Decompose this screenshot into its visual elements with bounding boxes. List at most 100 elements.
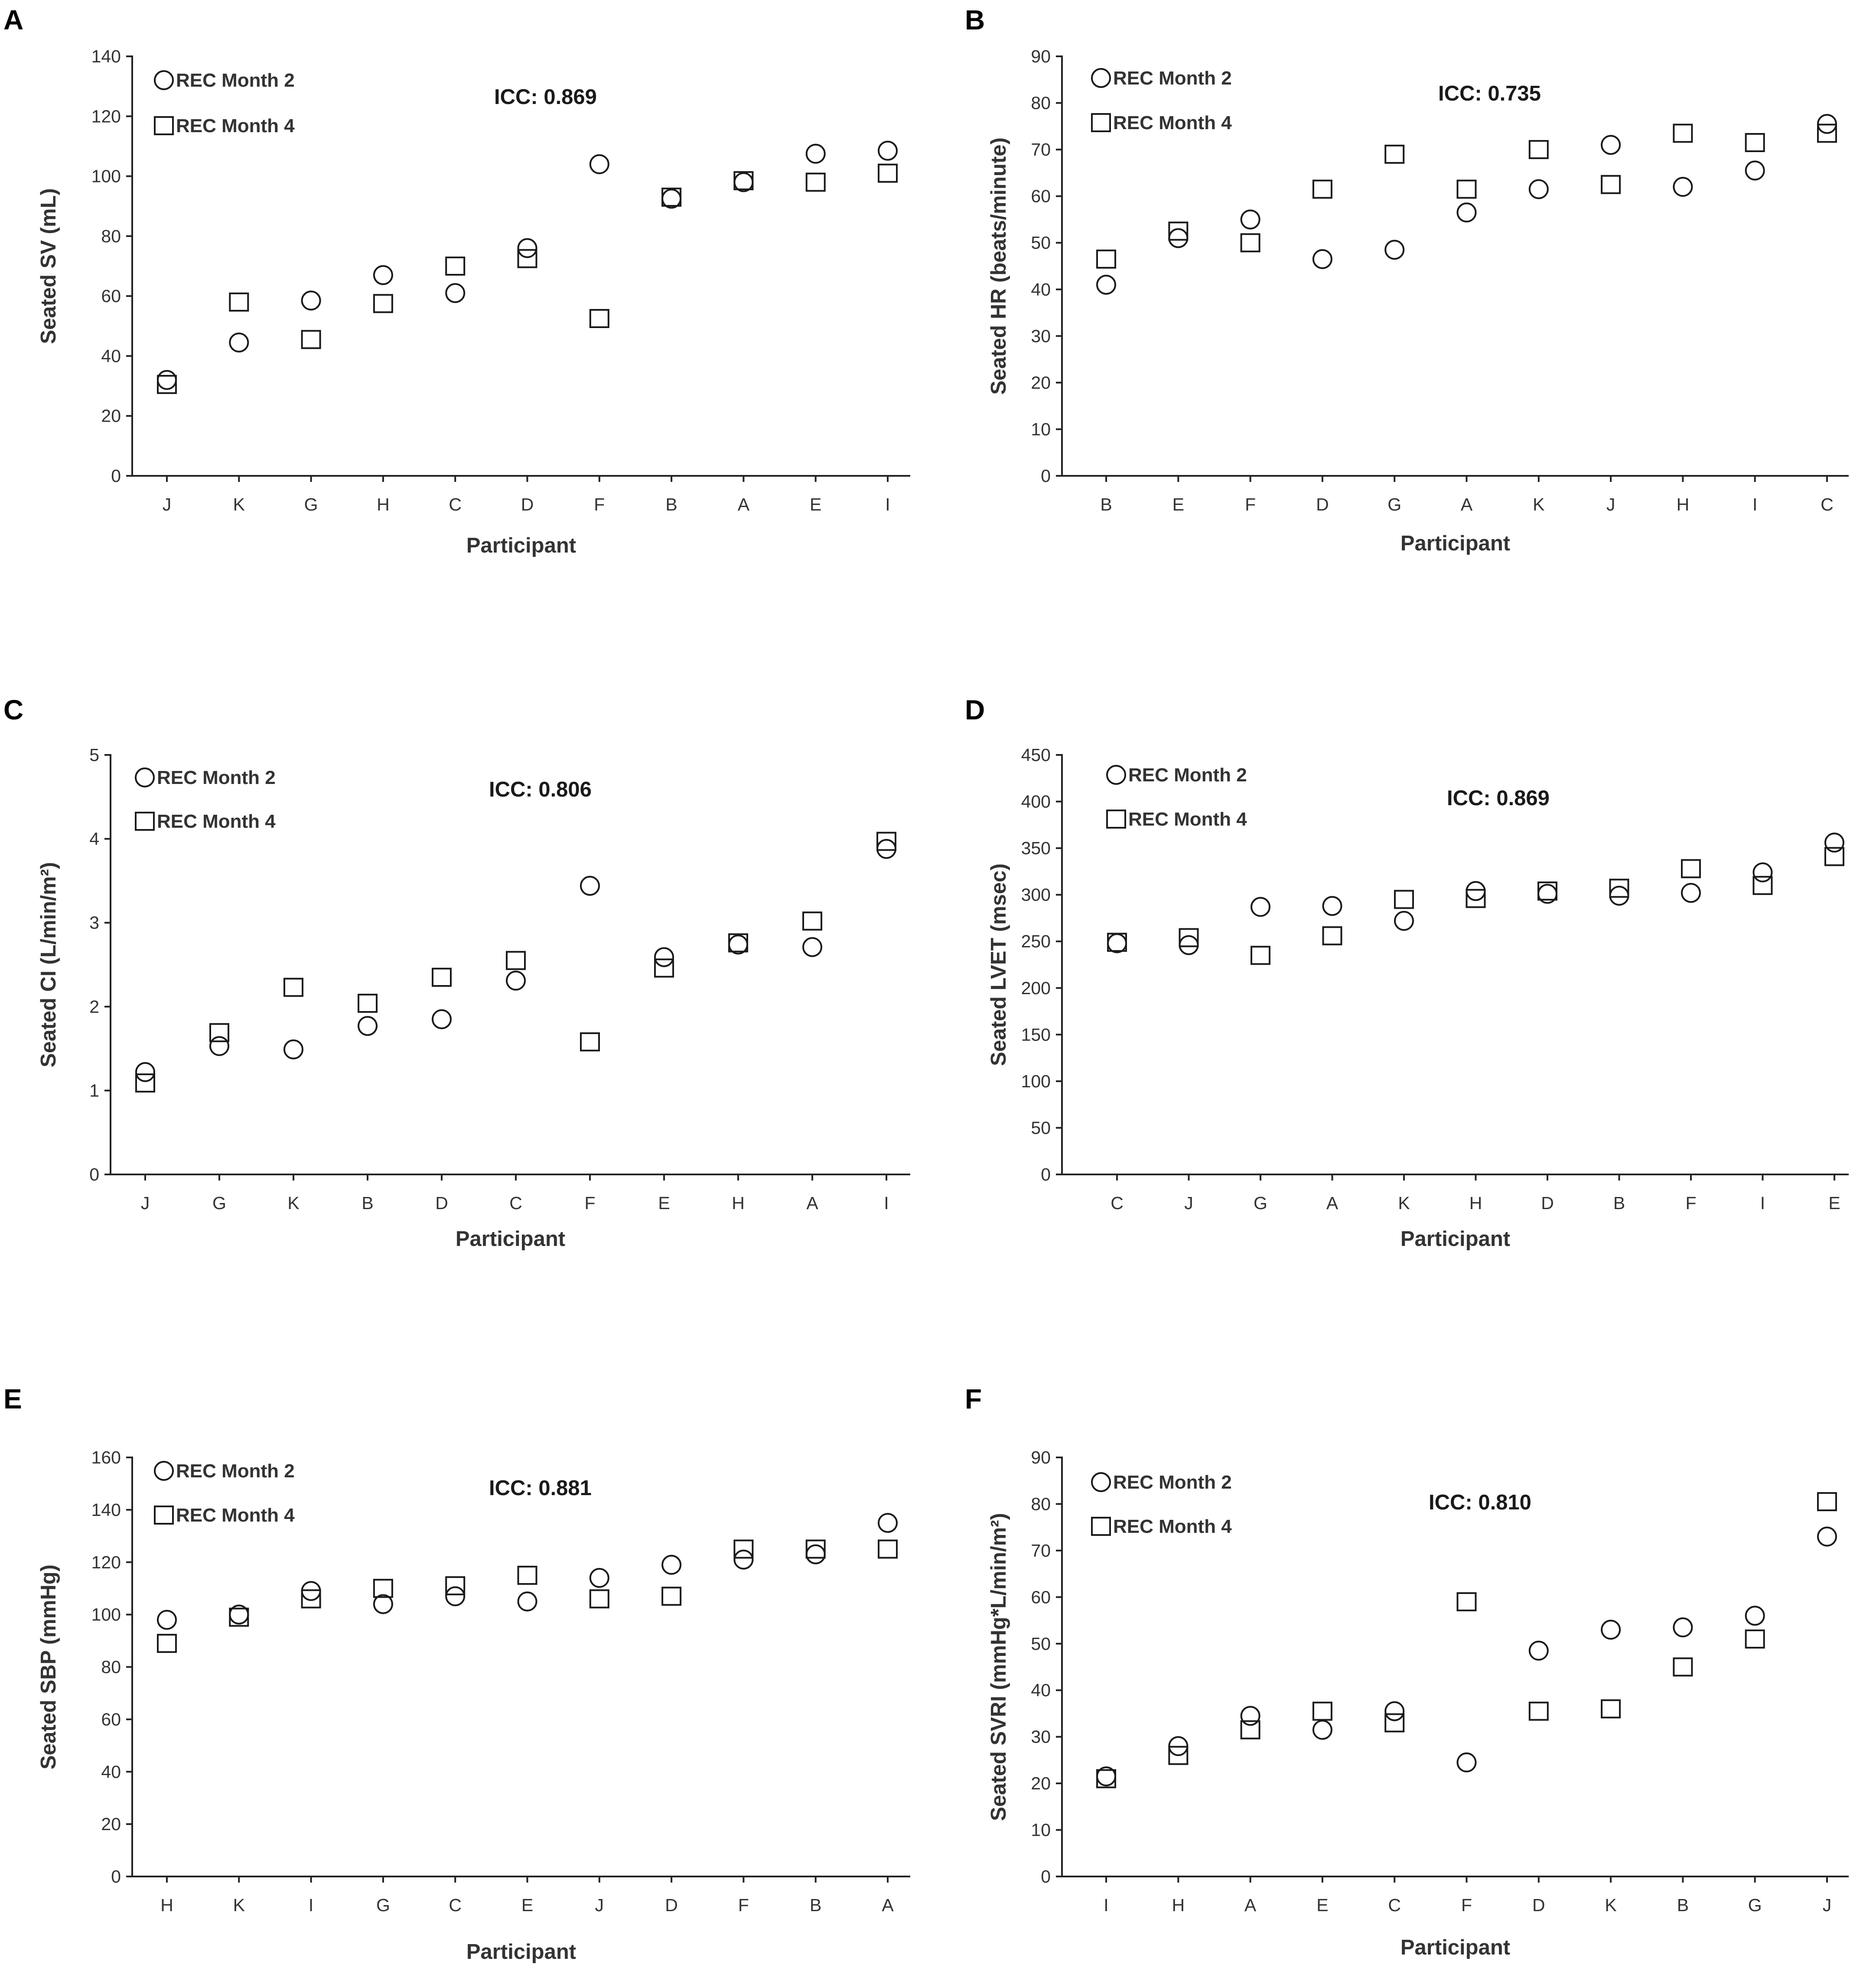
y-tick-label: 80 [1031, 93, 1051, 113]
x-tick-label: G [376, 1895, 390, 1915]
y-tick-label: 3 [89, 913, 99, 933]
x-tick-label: A [806, 1193, 818, 1213]
y-tick-label: 20 [1031, 1773, 1051, 1793]
y-tick-label: 150 [1021, 1024, 1051, 1044]
x-tick-label: D [1316, 494, 1329, 514]
y-tick-label: 20 [101, 1814, 121, 1834]
x-tick-label: I [884, 1193, 889, 1213]
data-point-square [1322, 926, 1342, 946]
data-point-circle [1466, 881, 1486, 901]
data-point-square [358, 994, 378, 1013]
icc-annotation: ICC: 0.881 [489, 1476, 592, 1500]
data-point-square [1096, 1769, 1116, 1789]
data-point-circle [1179, 935, 1199, 955]
x-tick-label: A [882, 1895, 894, 1915]
data-point-square [1601, 175, 1621, 194]
data-point-square [1681, 859, 1701, 878]
panel-letter: B [965, 4, 985, 36]
panel-letter: A [3, 4, 23, 36]
y-tick-label: 160 [91, 1447, 121, 1467]
data-point-square [1240, 233, 1260, 253]
y-tick-label: 30 [1031, 1727, 1051, 1747]
x-axis-title: Participant [466, 1940, 576, 1964]
legend-label: REC Month 4 [1113, 1516, 1232, 1537]
y-tick-label: 2 [89, 997, 99, 1017]
data-point-square [1251, 946, 1270, 965]
data-point-circle [358, 1016, 378, 1036]
y-tick-label: 10 [1031, 1820, 1051, 1840]
data-point-square [876, 832, 896, 851]
x-tick-label: D [521, 494, 534, 514]
data-point-circle [589, 1568, 609, 1588]
data-point-circle [1240, 209, 1260, 230]
x-tick-label: F [738, 1895, 749, 1915]
x-tick-label: B [362, 1193, 373, 1213]
legend-label: REC Month 2 [157, 767, 276, 788]
data-point-square [1168, 1746, 1189, 1765]
y-tick-label: 40 [1031, 1680, 1051, 1700]
x-tick-label: F [584, 1193, 595, 1213]
x-tick-label: E [521, 1895, 533, 1915]
data-point-square [373, 294, 393, 313]
y-axis-title: Seated SVRI (mmHg*L/min/m²) [987, 1513, 1010, 1821]
data-point-square [445, 1576, 466, 1596]
data-point-square [1745, 133, 1765, 152]
x-tick-label: C [449, 1895, 462, 1915]
x-tick-label: H [1677, 494, 1690, 514]
x-tick-label: H [732, 1193, 745, 1213]
y-tick-label: 90 [1031, 46, 1051, 66]
data-point-circle [1745, 1606, 1765, 1626]
data-point-circle [445, 1586, 466, 1607]
y-tick-label: 120 [91, 1552, 121, 1572]
data-point-square [1537, 881, 1557, 901]
legend: REC Month 2 REC Month 4 [1091, 68, 1232, 133]
y-tick-label: 5 [89, 745, 99, 765]
y-tick-label: 80 [1031, 1494, 1051, 1514]
data-point-circle [589, 154, 609, 174]
data-point-circle [1240, 1706, 1260, 1726]
x-tick-label: G [1254, 1193, 1267, 1213]
legend-label: REC Month 4 [176, 1505, 295, 1526]
y-tick-label: 120 [91, 106, 121, 126]
y-tick-label: 40 [1031, 280, 1051, 299]
data-point-square [1673, 124, 1693, 143]
legend-label: REC Month 2 [1113, 1472, 1232, 1493]
data-point-square [229, 292, 249, 312]
data-point-circle [157, 1610, 177, 1630]
x-axis-title: Participant [1400, 1936, 1510, 1959]
data-point-circle [1824, 833, 1844, 853]
data-point-circle [878, 140, 898, 161]
x-tick-label: B [810, 1895, 821, 1915]
legend-label: REC Month 2 [176, 70, 295, 91]
y-axis-title: Seated LVET (msec) [987, 863, 1010, 1066]
x-tick-label: D [1541, 1193, 1554, 1213]
y-tick-label: 350 [1021, 838, 1051, 858]
x-tick-label: J [141, 1193, 150, 1213]
data-point-square [728, 933, 748, 953]
chart-panel-e: E 0 20 40 60 80 100 120 140 160 H K I G C E J D F B A Partici… [3, 1383, 910, 1964]
y-tick-label: 10 [1031, 419, 1051, 439]
legend-label: REC Month 4 [1128, 809, 1247, 830]
data-point-circle [1168, 228, 1189, 248]
data-point-circle [373, 265, 393, 285]
y-tick-label: 60 [101, 286, 121, 306]
data-point-circle [878, 1513, 898, 1533]
legend: REC Month 2 REC Month 4 [1091, 1472, 1232, 1537]
data-point-circle [1601, 1620, 1621, 1640]
x-tick-label: H [160, 1895, 173, 1915]
y-tick-label: 400 [1021, 792, 1051, 812]
x-tick-label: J [163, 494, 172, 514]
legend-label: REC Month 2 [1128, 764, 1247, 786]
data-point-square [1609, 878, 1629, 898]
panel-letter: E [3, 1383, 22, 1415]
legend-square-marker [1091, 113, 1111, 132]
data-point-circle [1107, 933, 1127, 953]
data-point-square [589, 309, 609, 328]
data-point-square [517, 249, 537, 268]
data-point-square [1817, 124, 1837, 143]
icc-annotation: ICC: 0.806 [489, 778, 592, 801]
data-point-square [805, 172, 826, 192]
x-tick-label: F [1461, 1895, 1472, 1915]
x-tick-label: K [1398, 1193, 1410, 1213]
data-point-circle [283, 1039, 303, 1060]
